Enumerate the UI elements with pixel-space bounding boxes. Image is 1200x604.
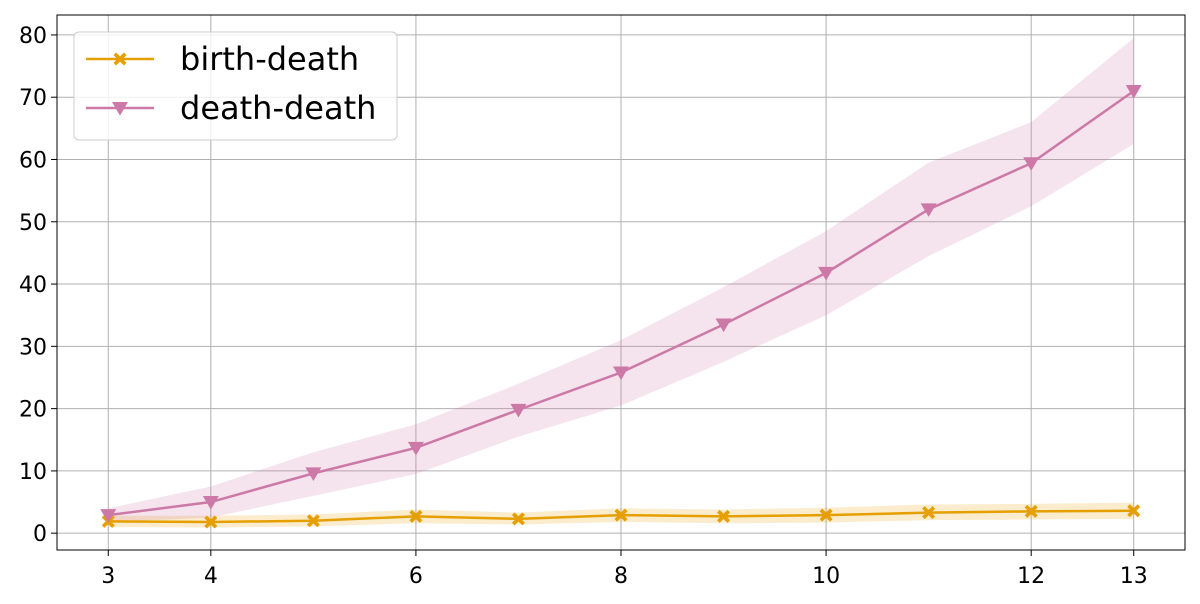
marker — [407, 441, 424, 456]
marker — [717, 509, 731, 523]
marker — [511, 512, 525, 526]
y-tick-label: 50 — [19, 211, 47, 236]
marker — [715, 318, 732, 333]
x-tick-label: 12 — [1017, 564, 1045, 589]
x-tick-label: 10 — [812, 564, 840, 589]
marker — [204, 515, 218, 529]
ticks: 0 10 20 30 40 50 60 70 80 3 4 6 8 10 12 13 — [19, 24, 1148, 589]
legend-item: birth-death — [86, 40, 359, 78]
legend-box — [73, 31, 398, 141]
plot-frame — [56, 14, 1186, 551]
marker — [818, 266, 835, 281]
y-tick-label: 30 — [19, 335, 47, 360]
marker — [1024, 504, 1038, 518]
x-tick-label: 13 — [1120, 564, 1148, 589]
y-tick-label: 70 — [19, 86, 47, 111]
marker — [306, 514, 320, 528]
legend: birth-death death-death — [73, 31, 398, 141]
marker — [922, 506, 936, 520]
marker — [202, 496, 219, 510]
marker — [113, 52, 127, 66]
marker — [614, 508, 628, 522]
marker — [613, 366, 629, 381]
lines — [100, 84, 1142, 529]
y-tick-label: 40 — [19, 273, 47, 298]
marker — [819, 508, 833, 522]
x-tick-label: 6 — [409, 564, 423, 589]
marker — [100, 509, 117, 523]
marker — [1023, 157, 1040, 171]
y-tick-label: 60 — [19, 148, 47, 173]
y-tick-label: 10 — [19, 460, 47, 485]
marker — [305, 467, 322, 481]
y-tick-label: 0 — [33, 522, 47, 547]
marker — [1127, 504, 1141, 518]
y-tick-label: 20 — [19, 398, 47, 423]
marker — [920, 203, 937, 217]
x-tick-label: 3 — [101, 564, 115, 589]
marker — [510, 403, 527, 418]
x-tick-label: 8 — [614, 564, 628, 589]
marker — [112, 102, 128, 116]
y-tick-label: 80 — [19, 24, 47, 49]
x-tick-label: 4 — [204, 564, 218, 589]
marker — [409, 509, 423, 523]
legend-label: death-death — [180, 89, 376, 127]
marker — [1125, 84, 1142, 99]
legend-item: death-death — [86, 89, 376, 127]
legend-label: birth-death — [180, 40, 359, 78]
